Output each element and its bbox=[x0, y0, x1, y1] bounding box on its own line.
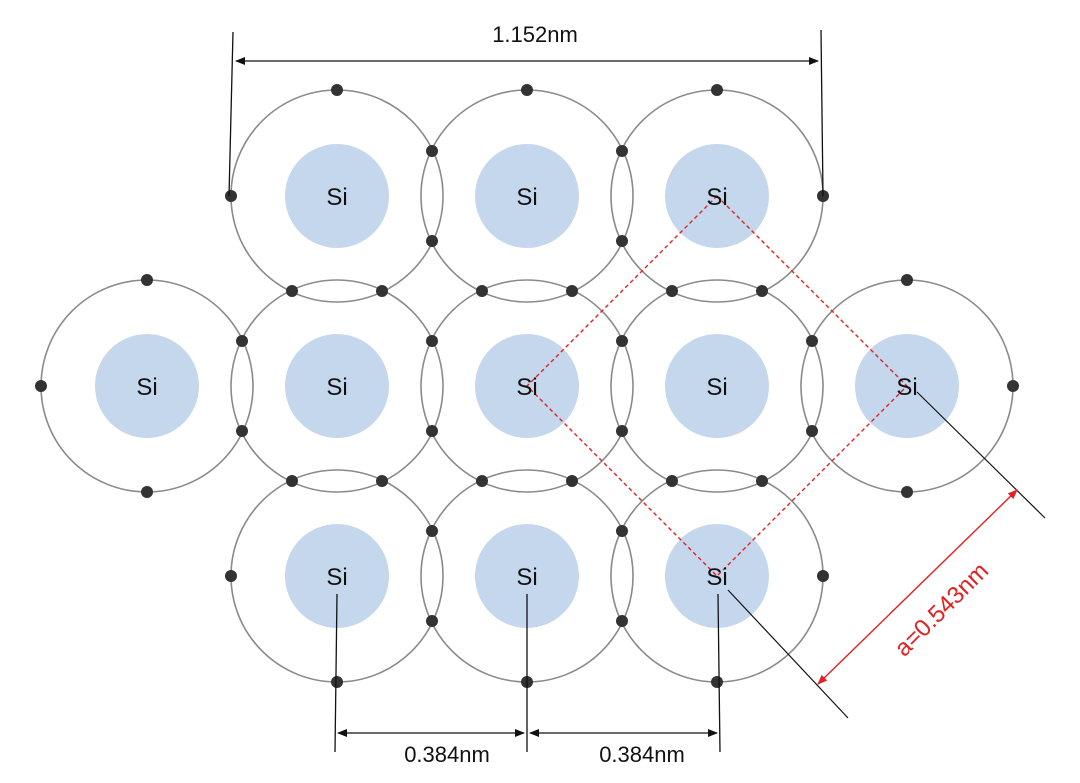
electron-dot bbox=[376, 475, 388, 487]
atom-label: Si bbox=[136, 374, 157, 401]
electron-dot bbox=[901, 274, 913, 286]
atom-label: Si bbox=[516, 564, 537, 591]
atom-label: Si bbox=[706, 374, 727, 401]
electron-dot bbox=[1007, 380, 1019, 392]
nucleus bbox=[285, 524, 389, 628]
electron-dot bbox=[286, 475, 298, 487]
atom-label-layer: Si Si Si Si Si Si Si Si Si Si Si bbox=[136, 184, 917, 591]
electron-dot bbox=[426, 335, 438, 347]
electron-dot bbox=[806, 425, 818, 437]
nucleus bbox=[475, 524, 579, 628]
electron-dot bbox=[566, 475, 578, 487]
electron-dot bbox=[426, 615, 438, 627]
electron-dot bbox=[225, 190, 237, 202]
electron-dot bbox=[331, 84, 343, 96]
electron-dot bbox=[35, 380, 47, 392]
electron-dot bbox=[616, 145, 628, 157]
electron-dot bbox=[901, 486, 913, 498]
electron-dot bbox=[426, 145, 438, 157]
atom-label: Si bbox=[706, 564, 727, 591]
electron-dot bbox=[806, 335, 818, 347]
atom-label: Si bbox=[326, 184, 347, 211]
electron-dot bbox=[711, 676, 723, 688]
electron-dot bbox=[616, 525, 628, 537]
nucleus-layer bbox=[95, 144, 959, 628]
atom-label: Si bbox=[516, 184, 537, 211]
electron-dot bbox=[141, 274, 153, 286]
electron-dot bbox=[236, 425, 248, 437]
electron-dot bbox=[666, 285, 678, 297]
electron-dot bbox=[616, 425, 628, 437]
bottom-spacing-label-2: 0.384nm bbox=[599, 742, 685, 767]
electron-dot bbox=[376, 285, 388, 297]
nucleus bbox=[665, 334, 769, 438]
electron-dot bbox=[141, 486, 153, 498]
nucleus bbox=[475, 144, 579, 248]
electron-dot bbox=[817, 570, 829, 582]
electron-dot bbox=[426, 525, 438, 537]
electron-dot bbox=[426, 425, 438, 437]
atom-label: Si bbox=[326, 564, 347, 591]
bottom-spacing-label-1: 0.384nm bbox=[404, 742, 490, 767]
nucleus bbox=[285, 334, 389, 438]
electron-dot bbox=[476, 285, 488, 297]
electron-dot bbox=[286, 285, 298, 297]
electron-dot bbox=[616, 235, 628, 247]
electron-dot bbox=[236, 335, 248, 347]
electron-dot bbox=[331, 676, 343, 688]
atom-label: Si bbox=[326, 374, 347, 401]
electron-dot bbox=[521, 84, 533, 96]
lattice-constant-label: a=0.543nm bbox=[889, 557, 993, 661]
atom-label: Si bbox=[896, 374, 917, 401]
electron-dot bbox=[225, 570, 237, 582]
bottom-spacing-dimensions: 0.384nm 0.384nm bbox=[334, 593, 721, 767]
atom-label: Si bbox=[706, 184, 727, 211]
top-width-label: 1.152nm bbox=[492, 22, 578, 47]
orbit-ring bbox=[420, 279, 634, 493]
electron-dot bbox=[476, 475, 488, 487]
atom-label: Si bbox=[516, 374, 537, 401]
orbit-ring bbox=[230, 279, 444, 493]
electron-dot bbox=[616, 335, 628, 347]
electron-dot bbox=[616, 615, 628, 627]
electron-dot bbox=[426, 235, 438, 247]
electron-dot bbox=[756, 285, 768, 297]
nucleus bbox=[95, 334, 199, 438]
orbit-ring bbox=[610, 279, 824, 493]
electron-dot bbox=[566, 285, 578, 297]
electron-dot bbox=[711, 84, 723, 96]
electron-dot bbox=[666, 475, 678, 487]
nucleus bbox=[285, 144, 389, 248]
electron-dot bbox=[756, 475, 768, 487]
top-width-dimension: 1.152nm bbox=[228, 22, 824, 197]
